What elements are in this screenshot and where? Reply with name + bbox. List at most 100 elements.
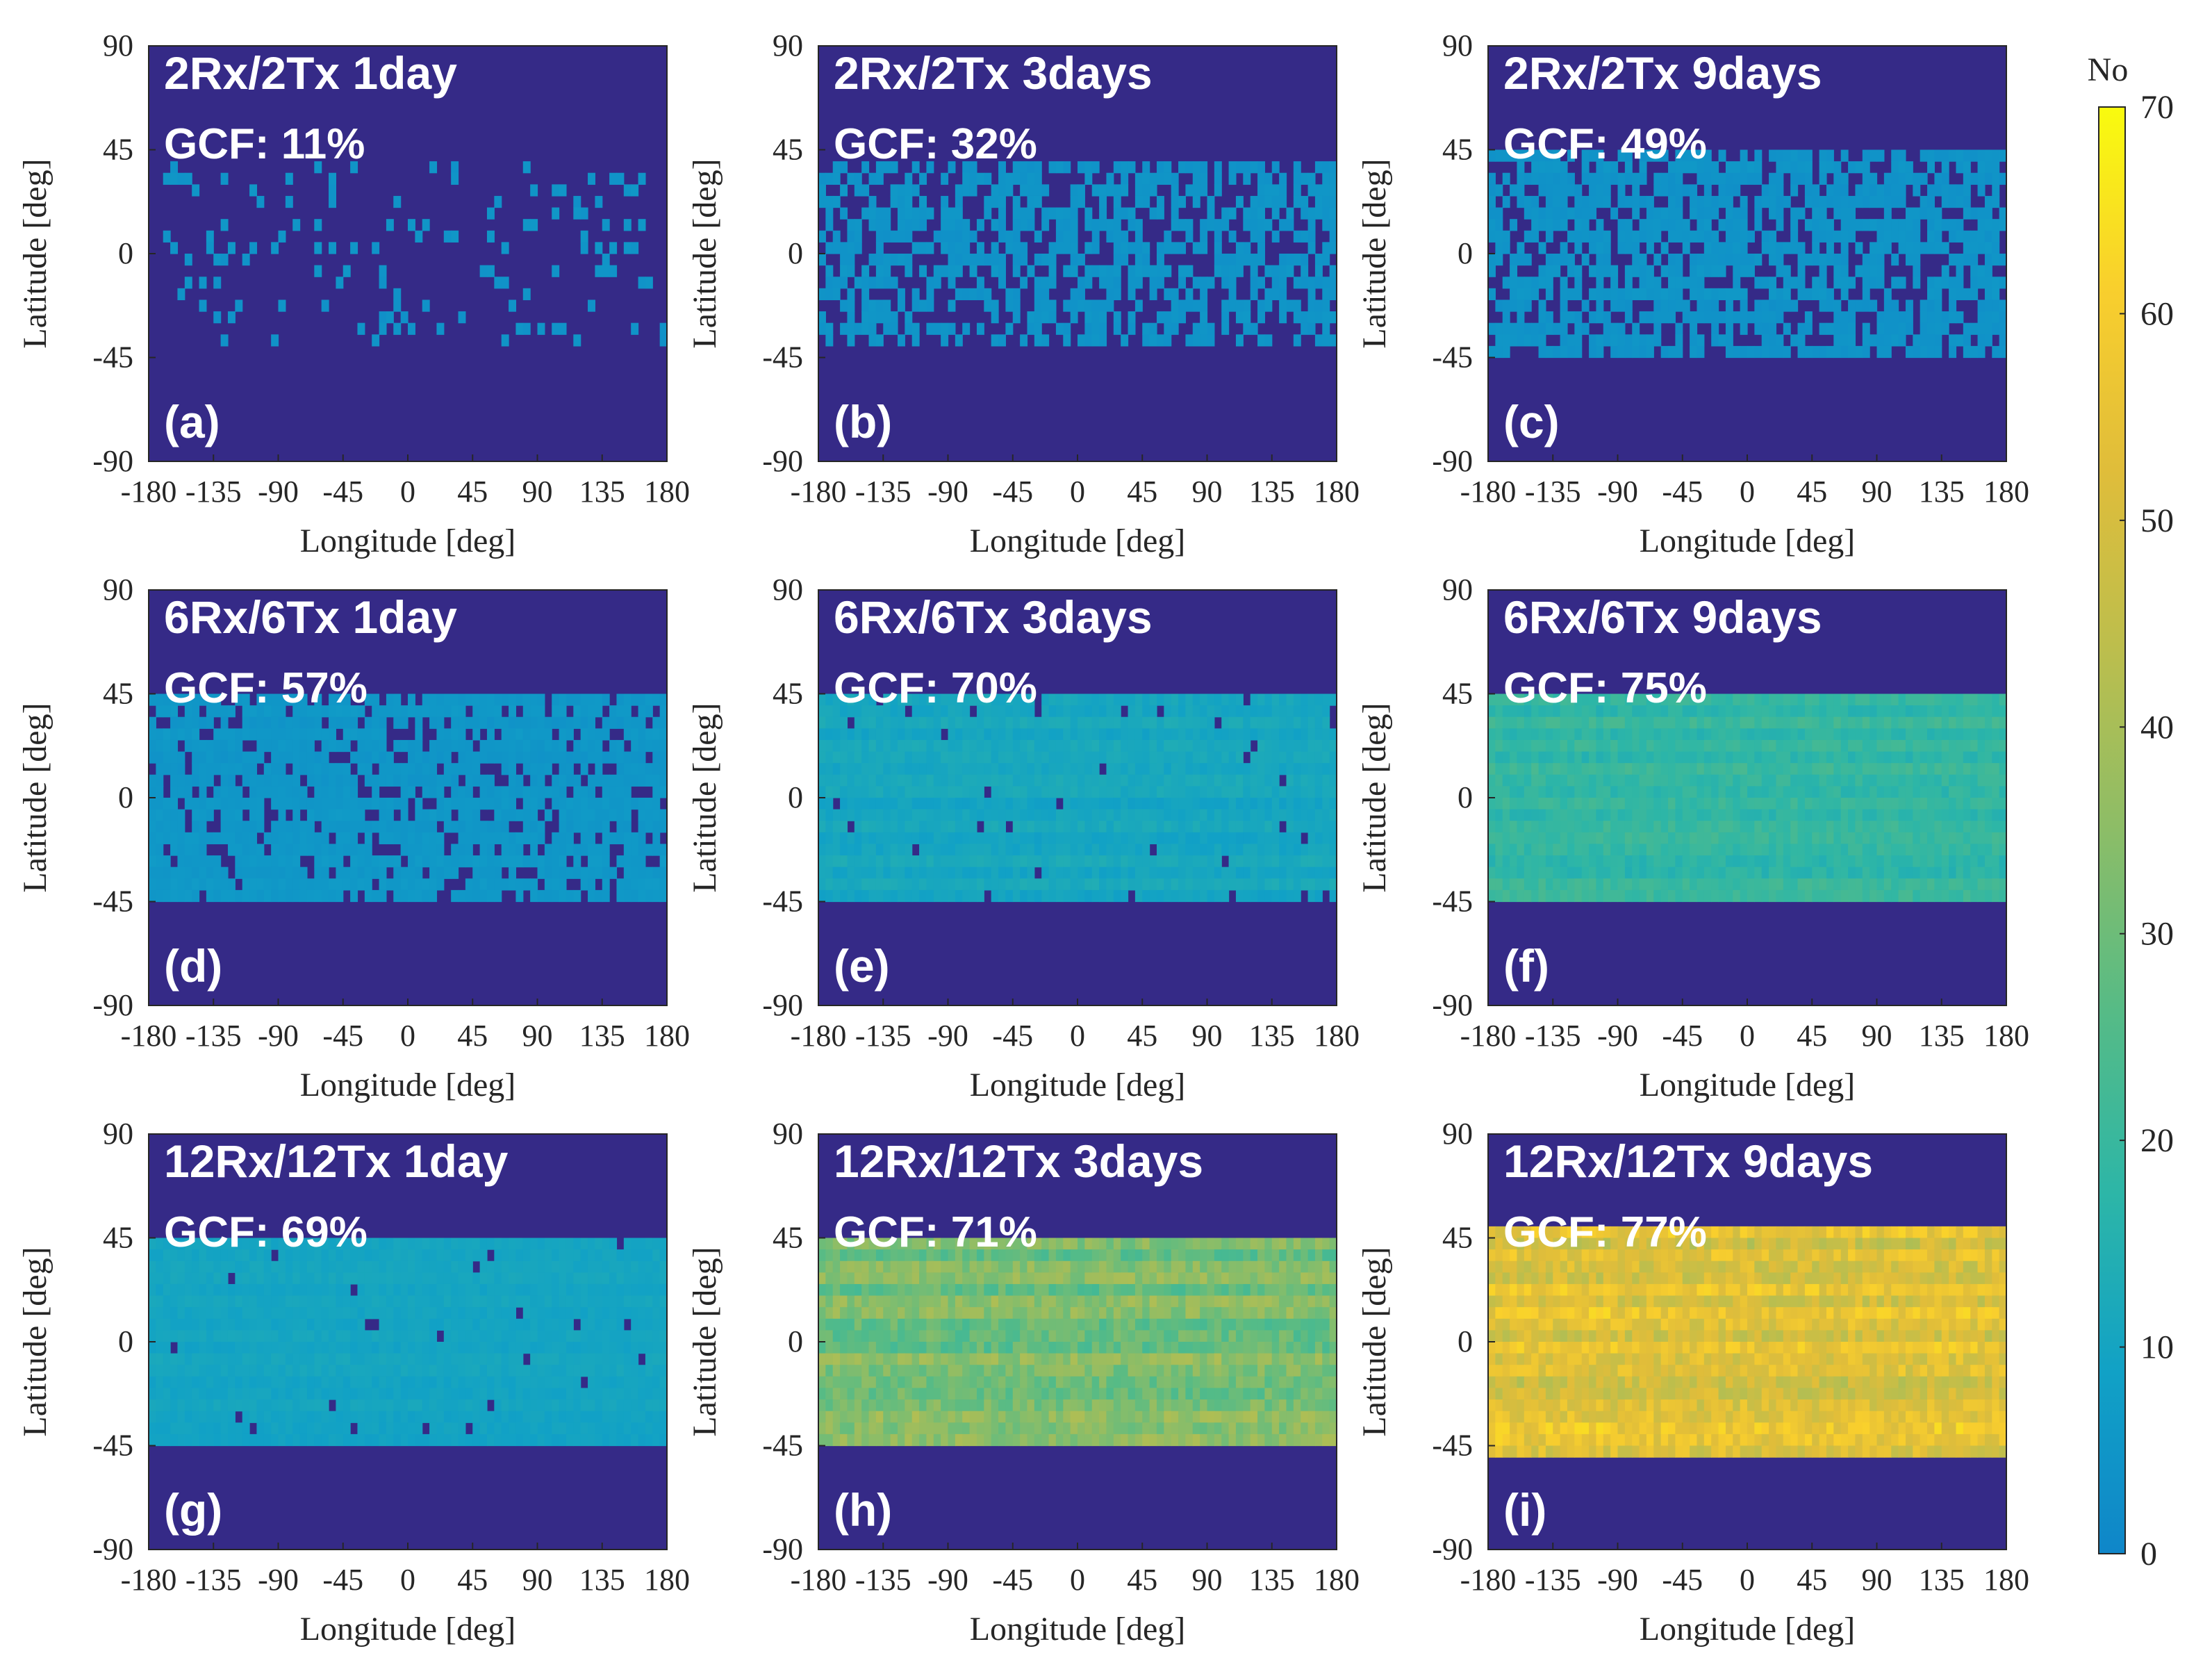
heatmap-cell — [1113, 786, 1121, 798]
heatmap-cell — [544, 716, 552, 729]
heatmap-cell — [1538, 774, 1546, 787]
heatmap-cell — [314, 265, 322, 277]
heatmap-cell — [1113, 728, 1121, 741]
heatmap-cell — [1639, 345, 1647, 359]
heatmap-cell — [1898, 242, 1906, 254]
heatmap-cell — [1797, 161, 1806, 174]
heatmap-cell — [955, 207, 963, 220]
heatmap-cell — [1012, 693, 1021, 706]
heatmap-cell — [1913, 230, 1921, 243]
heatmap-cell — [897, 288, 905, 301]
heatmap-cell — [1243, 739, 1251, 753]
heatmap-cell — [1913, 739, 1921, 753]
heatmap-cell — [1776, 334, 1784, 347]
heatmap-cell — [976, 728, 984, 741]
heatmap-cell — [1970, 728, 1979, 741]
heatmap-cell — [1934, 184, 1942, 197]
heatmap-cell — [1495, 693, 1503, 706]
heatmap-cell — [818, 844, 826, 856]
heatmap-cell — [948, 705, 956, 718]
heatmap-cell — [1920, 311, 1928, 324]
heatmap-cell — [1091, 855, 1100, 868]
heatmap-cell — [623, 798, 632, 810]
heatmap-cell — [1027, 855, 1035, 868]
heatmap-cell — [1898, 763, 1906, 775]
heatmap-cell — [1149, 705, 1157, 718]
heatmap-cell — [1855, 219, 1863, 231]
heatmap-cell — [1553, 739, 1561, 753]
heatmap-cell — [1970, 751, 1979, 764]
heatmap-cell — [1200, 172, 1208, 185]
heatmap-cell — [1121, 786, 1129, 798]
heatmap-cell — [357, 809, 365, 821]
heatmap-cell — [1221, 832, 1230, 845]
heatmap-cell — [602, 219, 610, 231]
heatmap-cell — [1301, 693, 1309, 706]
heatmap-cell — [1668, 798, 1676, 810]
heatmap-cell — [623, 786, 632, 798]
heatmap-cell — [1603, 322, 1611, 335]
heatmap-cell — [350, 716, 358, 729]
heatmap-cell — [926, 207, 934, 220]
heatmap-cell — [948, 866, 956, 879]
heatmap-cell — [984, 798, 992, 810]
heatmap-cell — [1214, 832, 1222, 845]
heatmap-cell — [1682, 149, 1690, 162]
heatmap-cell — [1754, 763, 1763, 775]
heatmap-cell — [1653, 728, 1662, 741]
heatmap-cell — [588, 299, 595, 312]
heatmap-cell — [854, 184, 862, 197]
heatmap-cell — [1747, 254, 1755, 266]
heatmap-cell — [1733, 786, 1741, 798]
heatmap-cell — [329, 739, 336, 753]
heatmap-cell — [386, 219, 394, 231]
heatmap-cell — [1740, 809, 1748, 821]
heatmap-cell — [1250, 798, 1258, 810]
heatmap-cell — [1610, 322, 1619, 335]
heatmap-cell — [1517, 195, 1525, 208]
heatmap-cell — [1113, 855, 1121, 868]
heatmap-cell — [905, 322, 913, 335]
x-tick-label: 90 — [1192, 475, 1223, 509]
heatmap-cell — [1149, 889, 1157, 903]
x-tick-label: -45 — [992, 475, 1033, 509]
heatmap-cell — [1235, 889, 1244, 903]
heatmap-cell — [242, 728, 250, 741]
heatmap-cell — [1063, 230, 1071, 243]
heatmap-cell — [1574, 207, 1583, 220]
heatmap-cell — [595, 889, 603, 903]
heatmap-cell — [933, 809, 941, 821]
heatmap-cell — [443, 866, 452, 879]
heatmap-cell — [1510, 751, 1518, 764]
heatmap-cell — [941, 172, 949, 185]
heatmap-cell — [645, 798, 653, 810]
heatmap-cell — [1034, 878, 1042, 891]
heatmap-cell — [184, 739, 192, 753]
heatmap-cell — [1769, 345, 1777, 359]
heatmap-cell — [436, 809, 445, 821]
heatmap-cell — [1524, 334, 1532, 347]
heatmap-cell — [1078, 693, 1085, 706]
heatmap-cell — [1142, 878, 1150, 891]
heatmap-cell — [1913, 172, 1921, 185]
heatmap-cell — [905, 821, 913, 833]
heatmap-cell — [321, 832, 329, 845]
heatmap-cell — [400, 832, 408, 845]
heatmap-cell — [868, 322, 877, 335]
heatmap-cell — [1783, 277, 1791, 289]
heatmap-cell — [314, 161, 322, 174]
heatmap-cell — [1322, 855, 1330, 868]
heatmap-cell — [299, 728, 308, 741]
heatmap-cell — [1005, 855, 1014, 868]
heatmap-cell — [329, 195, 336, 208]
heatmap-cell — [1624, 161, 1633, 174]
heatmap-cell — [1192, 172, 1200, 185]
heatmap-cell — [1271, 878, 1280, 891]
heatmap-cell — [1711, 786, 1719, 798]
heatmap-cell — [1027, 763, 1035, 775]
heatmap-cell — [1733, 311, 1741, 324]
heatmap-cell — [1502, 751, 1510, 764]
heatmap-cell — [1524, 821, 1532, 833]
heatmap-cell — [580, 716, 588, 729]
heatmap-cell — [1517, 751, 1525, 764]
